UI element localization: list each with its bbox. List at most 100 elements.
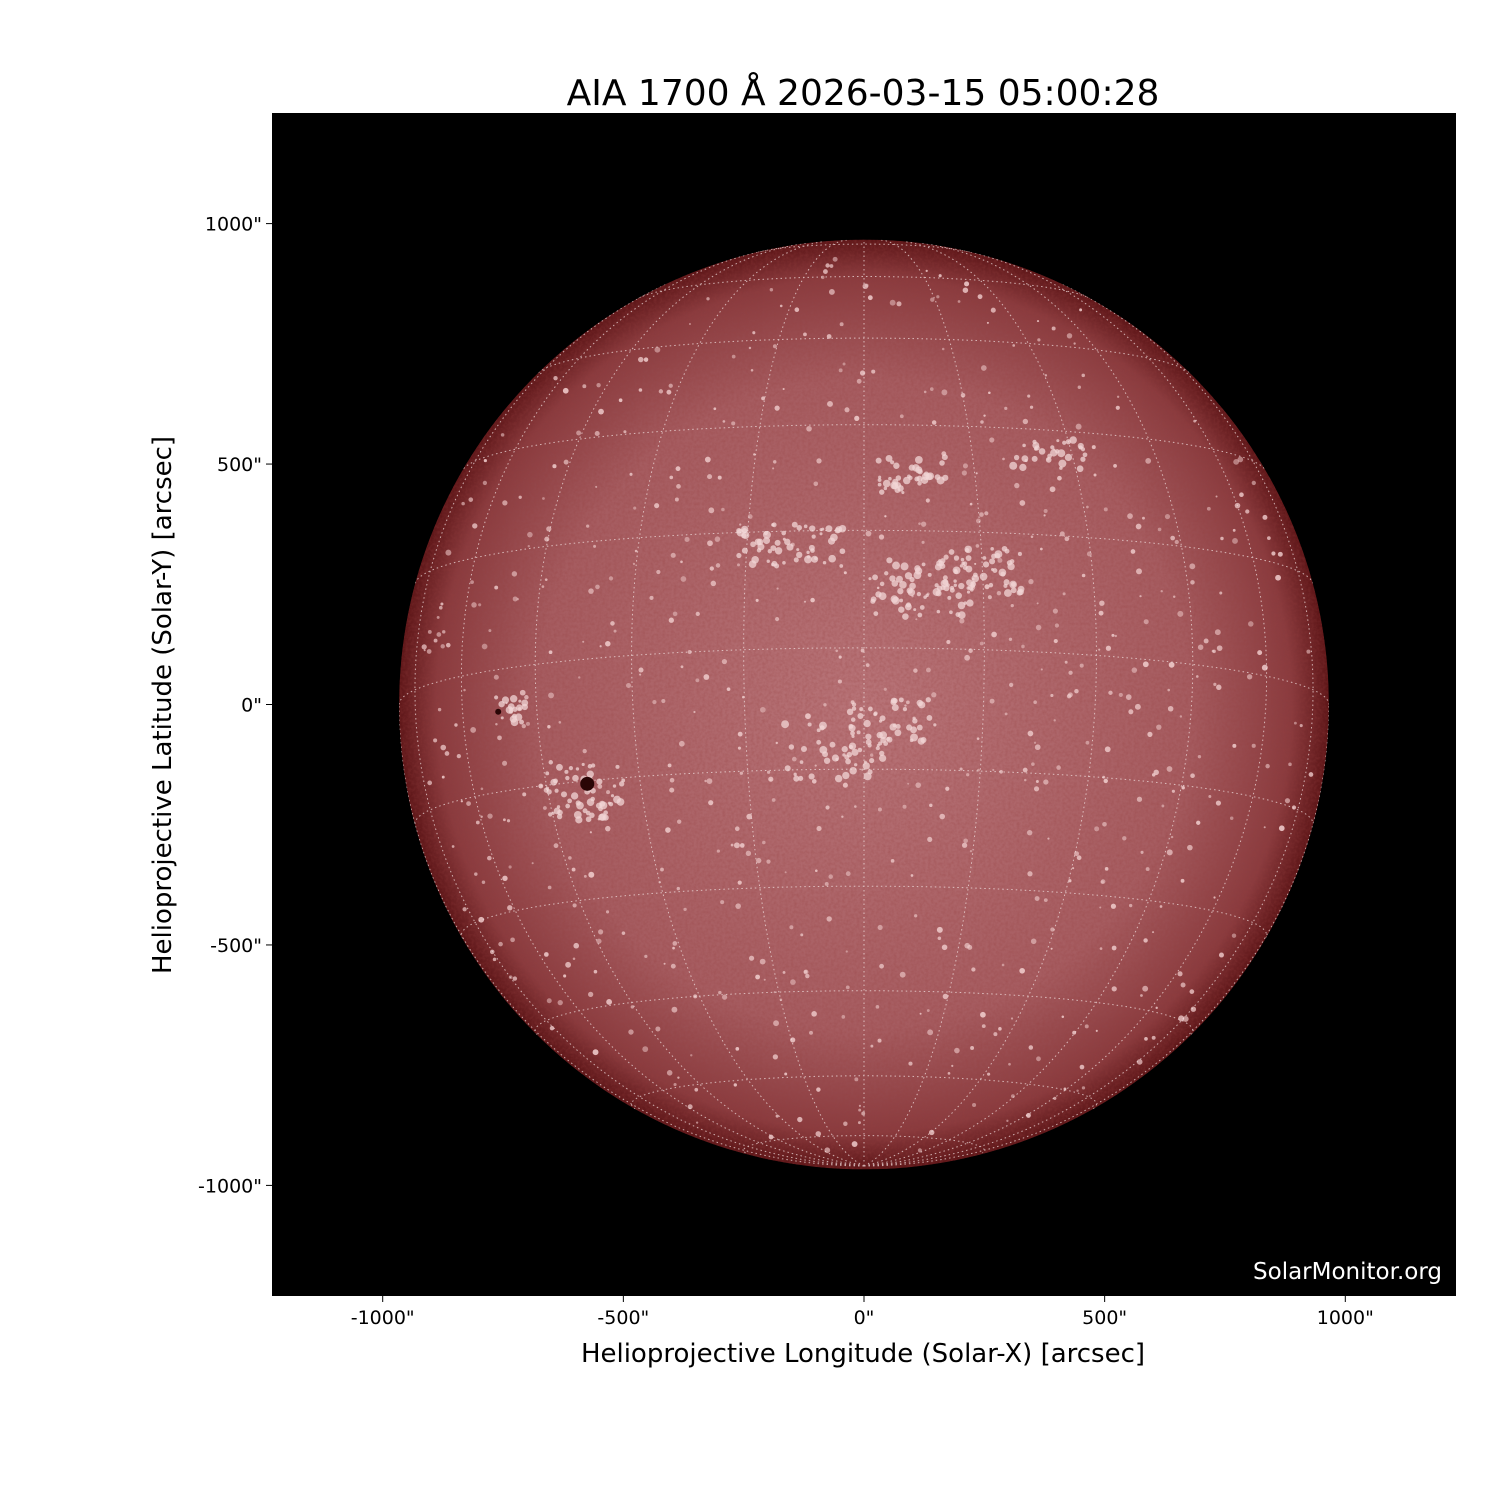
plage-point <box>1017 551 1022 557</box>
plage-point <box>935 590 942 597</box>
network-bright-point <box>666 1070 673 1076</box>
grid-line <box>414 282 865 1167</box>
plage-point <box>498 700 505 708</box>
network-bright-point <box>672 946 675 950</box>
network-bright-point <box>904 704 907 707</box>
network-bright-point <box>644 954 648 958</box>
network-bright-point <box>474 872 478 876</box>
plage-point <box>848 724 856 732</box>
network-bright-point <box>440 644 445 649</box>
network-bright-point <box>633 506 637 510</box>
network-bright-point <box>492 957 497 962</box>
network-bright-point <box>578 676 581 679</box>
plage-point <box>586 770 594 778</box>
plage-point <box>971 574 980 583</box>
network-bright-point <box>1187 844 1193 851</box>
network-bright-point <box>502 500 508 506</box>
plage-point <box>1082 452 1088 458</box>
network-bright-point <box>737 731 743 737</box>
plage-point <box>565 803 571 809</box>
network-bright-point <box>695 611 700 617</box>
network-bright-point <box>519 689 526 696</box>
plage-point <box>572 774 579 782</box>
network-bright-point <box>735 903 742 909</box>
network-bright-point <box>1110 903 1117 909</box>
plage-point <box>958 582 965 590</box>
grid-line <box>630 241 865 1167</box>
network-bright-point <box>876 586 880 590</box>
network-bright-point <box>1118 692 1123 698</box>
network-bright-point <box>487 855 492 861</box>
network-bright-point <box>926 1009 930 1012</box>
network-bright-point <box>588 588 594 594</box>
network-bright-point <box>605 910 610 914</box>
network-bright-point <box>977 294 983 300</box>
network-bright-point <box>748 346 752 350</box>
network-bright-point <box>913 668 918 673</box>
network-bright-point <box>1213 682 1217 687</box>
network-bright-point <box>1108 690 1113 695</box>
network-bright-point <box>942 993 949 1000</box>
plage-point <box>771 560 778 567</box>
plage-point <box>791 521 798 528</box>
network-bright-point <box>1044 374 1048 377</box>
network-bright-point <box>826 334 832 339</box>
plage-point <box>878 475 882 479</box>
network-bright-point <box>1104 867 1109 871</box>
network-bright-point <box>999 769 1003 774</box>
plage-point <box>619 781 625 787</box>
network-bright-point <box>568 856 572 860</box>
network-bright-point <box>981 1024 986 1029</box>
network-bright-point <box>716 849 720 853</box>
network-bright-point <box>1193 419 1197 423</box>
network-bright-point <box>658 389 664 394</box>
plage-point <box>762 530 771 539</box>
plage-point <box>557 809 563 816</box>
network-bright-point <box>923 390 927 394</box>
network-bright-point <box>776 587 779 590</box>
network-bright-point <box>462 907 467 912</box>
y-axis-label: Helioprojective Latitude (Solar-Y) [arcs… <box>148 436 178 974</box>
network-bright-point <box>823 269 828 274</box>
network-bright-point <box>1022 418 1029 425</box>
network-bright-point <box>675 466 681 472</box>
network-bright-point <box>660 867 664 872</box>
plage-point <box>899 581 907 589</box>
network-bright-point <box>589 831 592 834</box>
plage-point <box>756 548 762 553</box>
network-bright-point <box>543 806 547 810</box>
plage-point <box>1009 559 1015 564</box>
plage-point <box>613 795 621 804</box>
network-bright-point <box>962 463 968 469</box>
network-bright-point <box>1166 766 1173 772</box>
network-bright-point <box>478 603 482 607</box>
network-bright-point <box>1033 741 1037 744</box>
network-bright-point <box>440 602 444 606</box>
network-bright-point <box>755 974 761 980</box>
plage-point <box>894 729 902 737</box>
plage-point <box>1001 545 1008 552</box>
network-bright-point <box>707 474 713 480</box>
plage-point <box>902 476 911 485</box>
network-bright-point <box>1074 688 1079 694</box>
network-bright-point <box>1142 661 1149 668</box>
plage-point <box>876 731 883 739</box>
plage-point <box>918 701 926 709</box>
network-bright-point <box>814 764 817 767</box>
network-bright-point <box>1213 896 1216 899</box>
plage-point <box>590 796 595 802</box>
network-bright-point <box>957 300 961 303</box>
plage-point <box>957 601 966 610</box>
network-bright-point <box>964 281 970 287</box>
network-bright-point <box>444 751 450 756</box>
plage-point <box>941 454 948 461</box>
network-bright-point <box>518 495 522 499</box>
network-bright-point <box>1036 320 1040 323</box>
network-bright-point <box>759 706 766 713</box>
plage-point <box>851 706 857 711</box>
plage-point <box>902 707 908 712</box>
network-bright-point <box>826 916 832 922</box>
x-tick-label: -500" <box>597 1307 649 1329</box>
network-bright-point <box>673 1082 677 1087</box>
plage-point <box>818 721 827 730</box>
